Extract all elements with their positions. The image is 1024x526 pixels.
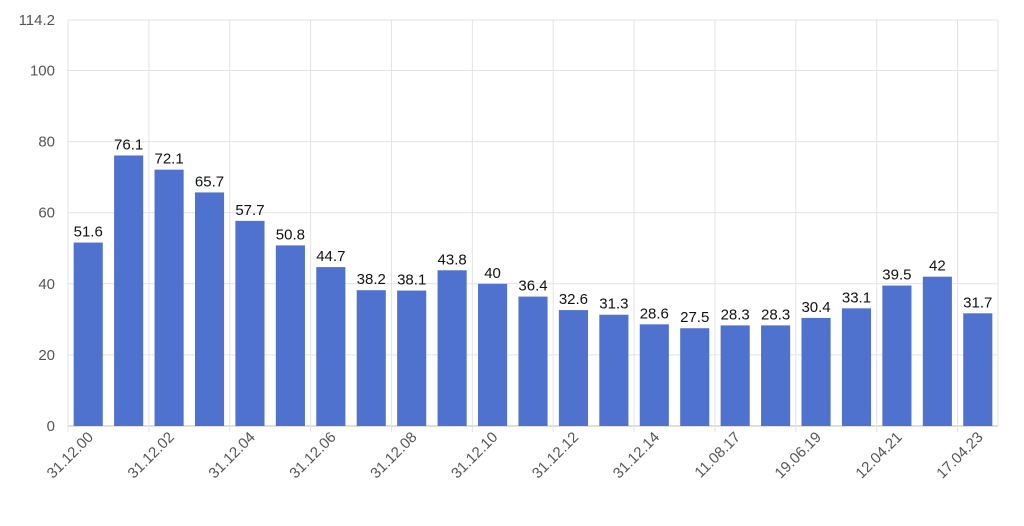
x-tick-label: 31.12.00 — [44, 429, 97, 482]
bar — [801, 317, 831, 426]
bar — [316, 267, 346, 426]
data-label: 43.8 — [438, 251, 467, 268]
bar — [841, 308, 872, 426]
x-tick-label: 31.12.10 — [448, 429, 501, 482]
x-tick-label: 12.04.21 — [852, 429, 905, 482]
data-label: 42 — [929, 258, 946, 275]
y-axis: 0 20 40 60 80 100 114.2 — [19, 12, 55, 435]
bar — [963, 313, 993, 426]
y-tick-label: 20 — [38, 347, 55, 364]
data-label-layer: 51.6 76.1 72.1 65.7 57.7 50.8 44.7 38.2 38.1 43.8… — [74, 136, 993, 326]
bar — [518, 296, 548, 426]
bar — [154, 169, 184, 427]
data-label: 44.7 — [316, 248, 345, 265]
x-tick-label: 31.12.06 — [286, 429, 339, 482]
grid-layer — [67, 19, 999, 432]
bar — [599, 314, 629, 426]
x-axis: 31.12.00 31.12.02 31.12.04 31.12.06 31.12.08… — [44, 429, 987, 482]
data-label: 57.7 — [235, 202, 264, 219]
data-label: 40 — [484, 265, 501, 282]
bar — [882, 285, 912, 426]
bar — [680, 328, 710, 426]
bar-layer — [73, 155, 993, 427]
bar — [437, 270, 467, 426]
data-label: 27.5 — [680, 309, 709, 326]
x-tick-label: 31.12.14 — [610, 429, 663, 482]
bar — [478, 283, 508, 426]
data-label: 28.3 — [721, 306, 750, 323]
y-tick-label: 114.2 — [19, 12, 55, 29]
bar — [922, 276, 952, 426]
bar — [73, 242, 103, 426]
data-label: 32.6 — [559, 291, 588, 308]
data-label: 38.2 — [357, 271, 386, 288]
data-label: 33.1 — [842, 289, 871, 306]
bar — [558, 310, 588, 426]
y-tick-label: 40 — [38, 276, 55, 293]
x-tick-label: 19.06.19 — [772, 429, 825, 482]
data-label: 31.7 — [963, 294, 992, 311]
x-tick-label: 31.12.04 — [205, 429, 258, 482]
x-tick-label: 31.12.02 — [125, 429, 178, 482]
bar — [720, 325, 750, 426]
data-label: 30.4 — [801, 299, 830, 316]
bar — [235, 220, 265, 426]
bar — [194, 192, 225, 426]
y-tick-label: 60 — [38, 205, 55, 222]
x-tick-label: 31.12.12 — [529, 429, 582, 482]
data-label: 50.8 — [276, 226, 305, 243]
bar — [639, 324, 669, 426]
data-label: 28.3 — [761, 306, 790, 323]
data-label: 28.6 — [640, 305, 669, 322]
data-label: 38.1 — [397, 272, 426, 289]
x-tick-label: 11.08.17 — [691, 429, 744, 482]
x-tick-label: 31.12.08 — [367, 429, 420, 482]
data-label: 72.1 — [154, 151, 183, 168]
bar — [275, 245, 305, 426]
data-label: 65.7 — [195, 173, 224, 190]
x-tick-label: 17.04.23 — [933, 429, 986, 482]
data-label: 51.6 — [74, 224, 103, 241]
data-label: 76.1 — [114, 136, 143, 153]
data-label: 36.4 — [518, 278, 547, 295]
data-label: 39.5 — [882, 267, 911, 284]
bar — [761, 325, 791, 426]
y-tick-label: 80 — [38, 134, 55, 151]
y-tick-label: 0 — [47, 418, 55, 435]
bar — [397, 290, 427, 426]
bar — [114, 155, 144, 426]
data-label: 31.3 — [599, 296, 628, 313]
y-tick-label: 100 — [30, 62, 55, 79]
bar — [356, 290, 386, 426]
